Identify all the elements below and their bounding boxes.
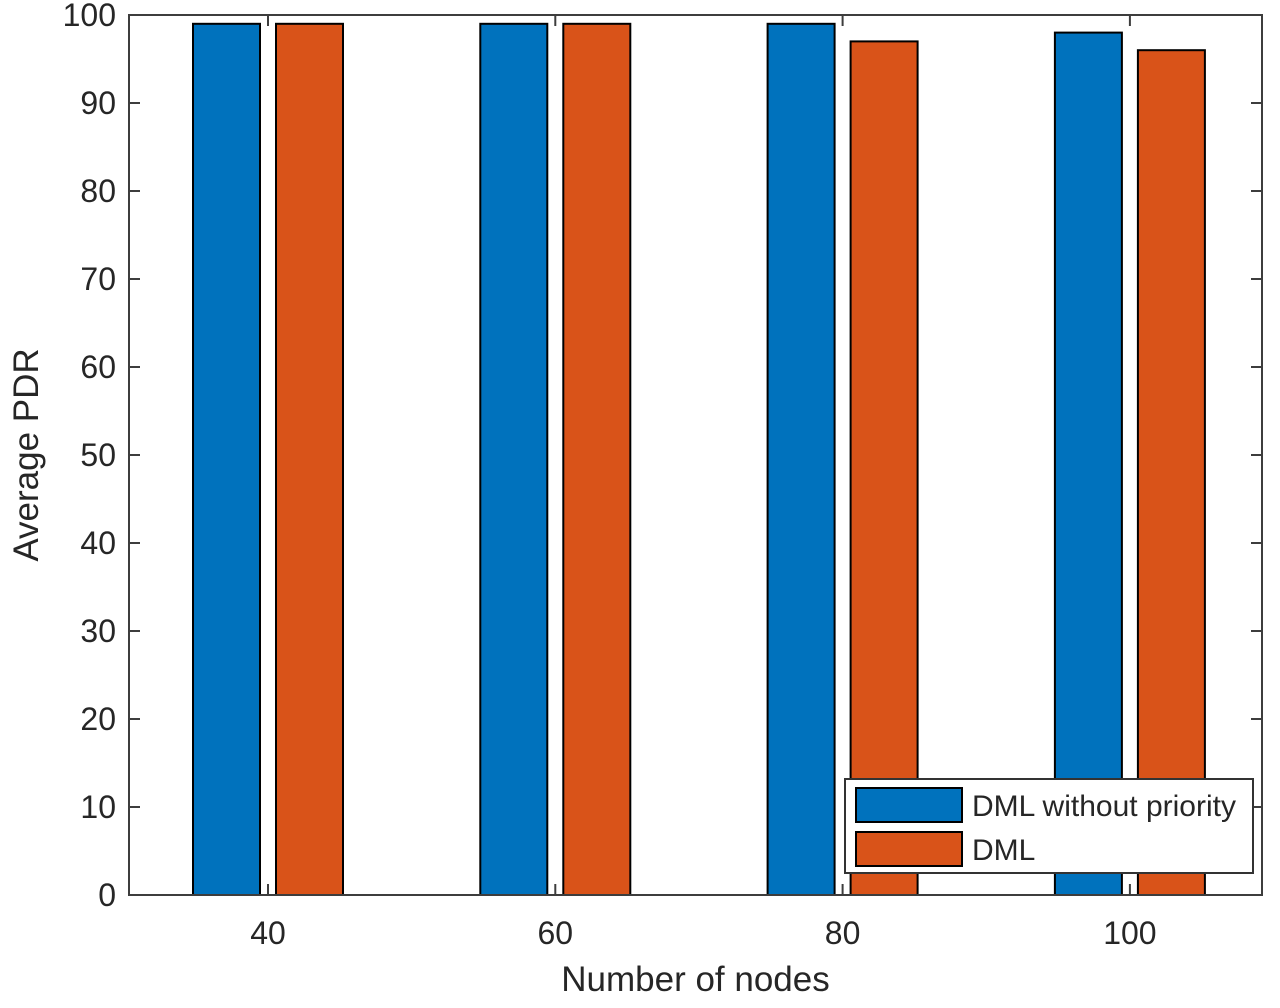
y-tick-label: 40: [80, 525, 116, 561]
bar-dml-without-priority-40: [192, 22, 261, 897]
bar-dml-without-priority-80: [766, 22, 836, 897]
y-tick-label: 0: [98, 877, 116, 913]
y-tick-label: 30: [80, 613, 116, 649]
bar-dml-100: [1136, 49, 1206, 896]
bar-dml-without-priority-60: [479, 22, 549, 897]
bar-dml-without-priority-100: [1053, 31, 1123, 897]
legend-swatch-orange: [855, 831, 963, 867]
bar-dml-60: [562, 22, 632, 897]
y-tick-label: 20: [80, 701, 116, 737]
y-tick-label: 90: [80, 85, 116, 121]
legend-swatch-blue: [855, 787, 963, 823]
legend-label: DML without priority: [972, 790, 1236, 823]
x-tick-label: 100: [1103, 915, 1156, 951]
x-axis-label: Number of nodes: [561, 960, 829, 999]
bar-dml-40: [275, 22, 344, 897]
y-tick-label: 80: [80, 173, 116, 209]
x-tick-label: 40: [250, 915, 286, 951]
bar-dml-80: [849, 40, 919, 896]
y-tick-label: 50: [80, 437, 116, 473]
x-tick-label: 80: [825, 915, 861, 951]
x-tick-label: 60: [538, 915, 574, 951]
legend-label: DML: [972, 834, 1035, 867]
y-tick-label: 70: [80, 261, 116, 297]
y-axis-label: Average PDR: [7, 348, 46, 561]
y-tick-label: 100: [63, 0, 116, 33]
y-tick-label: 60: [80, 349, 116, 385]
y-tick-label: 10: [80, 789, 116, 825]
